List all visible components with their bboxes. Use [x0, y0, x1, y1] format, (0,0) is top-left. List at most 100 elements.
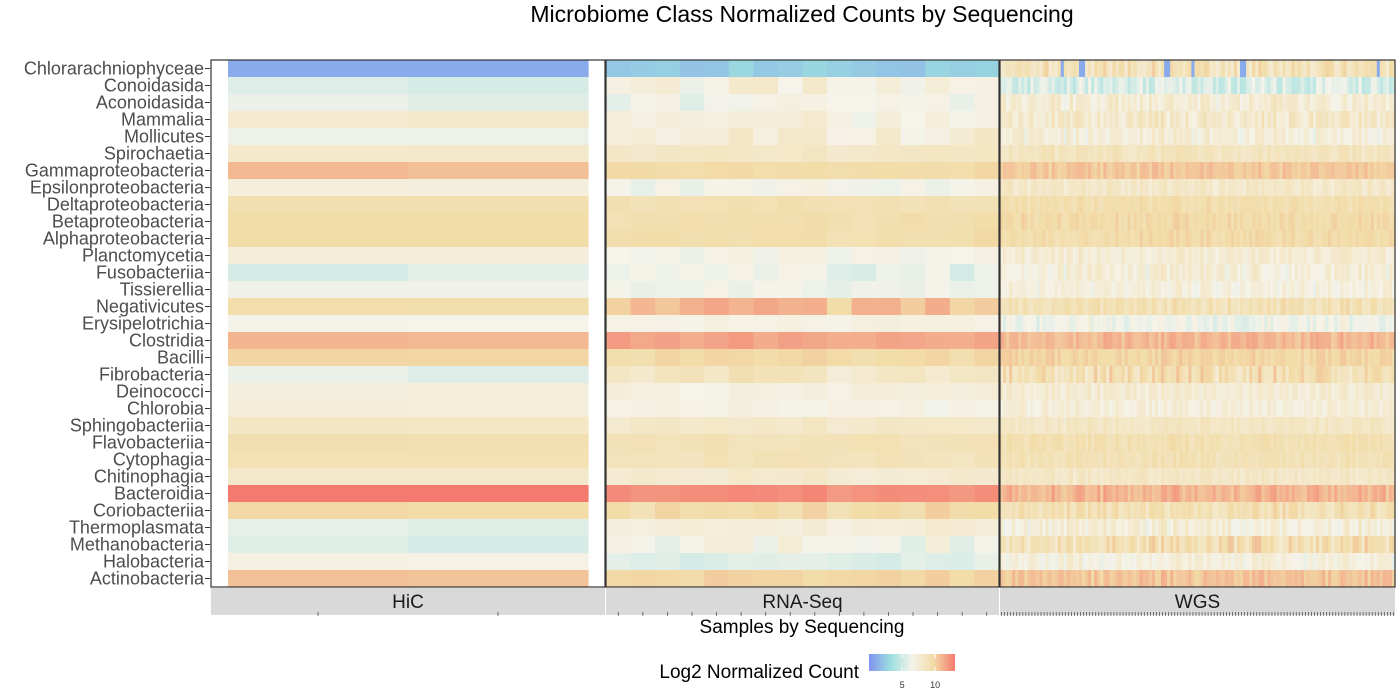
heatmap-cell [1319, 94, 1323, 112]
heatmap-cell [1358, 77, 1363, 95]
heatmap-cell [1227, 230, 1232, 248]
heatmap-cell [1142, 128, 1147, 146]
heatmap-cell [1328, 383, 1332, 401]
heatmap-cell [1115, 145, 1120, 163]
heatmap-cell [1237, 570, 1241, 588]
heatmap-cell [1124, 264, 1129, 282]
heatmap-cell [1161, 247, 1165, 265]
heatmap-cell [1243, 162, 1247, 180]
heatmap-cell [1033, 179, 1038, 197]
heatmap-cell [1243, 400, 1247, 418]
heatmap-cell [1079, 536, 1083, 554]
heatmap-cell [1212, 519, 1217, 537]
heatmap-cell [1154, 315, 1159, 333]
heatmap-cell [1331, 77, 1335, 95]
heatmap-cell [1255, 145, 1259, 163]
heatmap-cell [1042, 536, 1047, 554]
heatmap-cell [1033, 332, 1038, 350]
heatmap-cell [1063, 77, 1068, 95]
heatmap-cell [1349, 128, 1354, 146]
heatmap-cell [1018, 111, 1022, 129]
heatmap-cell [1200, 434, 1205, 452]
heatmap-cell [1316, 519, 1320, 537]
heatmap-cell [1288, 298, 1293, 316]
heatmap-cell [1337, 60, 1341, 78]
heatmap-cell [728, 366, 754, 384]
heatmap-cell [1054, 366, 1059, 384]
heatmap-cell [1212, 94, 1217, 112]
heatmap-cell [1024, 502, 1028, 520]
heatmap-cell [1106, 128, 1110, 146]
heatmap-cell [1379, 111, 1384, 129]
heatmap-cell [1012, 77, 1016, 95]
heatmap-cell [1167, 111, 1171, 129]
heatmap-cell [1388, 111, 1393, 129]
heatmap-cell [606, 264, 632, 282]
heatmap-cell [1091, 349, 1095, 367]
heatmap-cell [1312, 451, 1317, 469]
heatmap-cell [777, 519, 804, 537]
heatmap-cell [1294, 179, 1299, 197]
heatmap-cell [1285, 94, 1290, 112]
heatmap-cell [630, 383, 656, 401]
heatmap-cell [1306, 383, 1311, 401]
heatmap-cell [1057, 247, 1062, 265]
strip-label: WGS [1175, 592, 1220, 613]
heatmap-cell [1124, 213, 1129, 231]
heatmap-cell [1258, 570, 1262, 588]
heatmap-cell [1355, 485, 1360, 503]
heatmap-cell [1066, 128, 1071, 146]
heatmap-cell [1300, 400, 1305, 418]
heatmap-cell [1051, 264, 1056, 282]
heatmap-cell [1075, 383, 1080, 401]
heatmap-cell [1194, 468, 1199, 486]
row-label: Chitinophagia [94, 467, 205, 487]
heatmap-cell [1270, 60, 1275, 78]
heatmap-cell [1100, 570, 1104, 588]
heatmap-cell [1349, 570, 1354, 588]
heatmap-cell [1091, 468, 1095, 486]
heatmap-cell [876, 230, 902, 248]
heatmap-cell [1233, 230, 1238, 248]
heatmap-cell [1233, 179, 1238, 197]
heatmap-cell [1048, 315, 1053, 333]
heatmap-cell [1349, 111, 1354, 129]
heatmap-cell [1361, 502, 1366, 520]
heatmap-cell [1346, 196, 1351, 214]
heatmap-cell [1306, 417, 1311, 435]
heatmap-cell [1003, 417, 1007, 435]
heatmap-cell [1121, 451, 1126, 469]
heatmap-cell [1309, 94, 1314, 112]
heatmap-cell [655, 417, 681, 435]
heatmap-cell [1361, 519, 1366, 537]
heatmap-cell [974, 281, 1000, 299]
heatmap-cell [1136, 281, 1141, 299]
heatmap-cell [1188, 332, 1193, 350]
heatmap-cell [876, 111, 902, 129]
heatmap-cell [1030, 502, 1035, 520]
heatmap-cell [1367, 264, 1372, 282]
heatmap-cell [1039, 451, 1044, 469]
heatmap-cell [876, 247, 902, 265]
heatmap-cell [1027, 468, 1031, 486]
heatmap-cell [1221, 349, 1226, 367]
heatmap-cell [1179, 451, 1183, 469]
heatmap-cell [1376, 502, 1381, 520]
heatmap-cell [1379, 196, 1384, 214]
heatmap-cell [1003, 315, 1007, 333]
heatmap-cell [1060, 281, 1065, 299]
heatmap-cell [1018, 128, 1022, 146]
heatmap-cell [925, 145, 951, 163]
heatmap-cell [1385, 213, 1390, 231]
heatmap-cell [1024, 213, 1028, 231]
heatmap-cell [1270, 366, 1275, 384]
heatmap-cell [1045, 145, 1050, 163]
heatmap-cell [1015, 349, 1019, 367]
heatmap-cell [1075, 145, 1080, 163]
heatmap-cell [1021, 451, 1025, 469]
heatmap-cell [827, 111, 853, 129]
heatmap-cell [1085, 179, 1089, 197]
heatmap-cell [1021, 111, 1025, 129]
heatmap-cell [1069, 298, 1074, 316]
heatmap-cell [1151, 179, 1156, 197]
